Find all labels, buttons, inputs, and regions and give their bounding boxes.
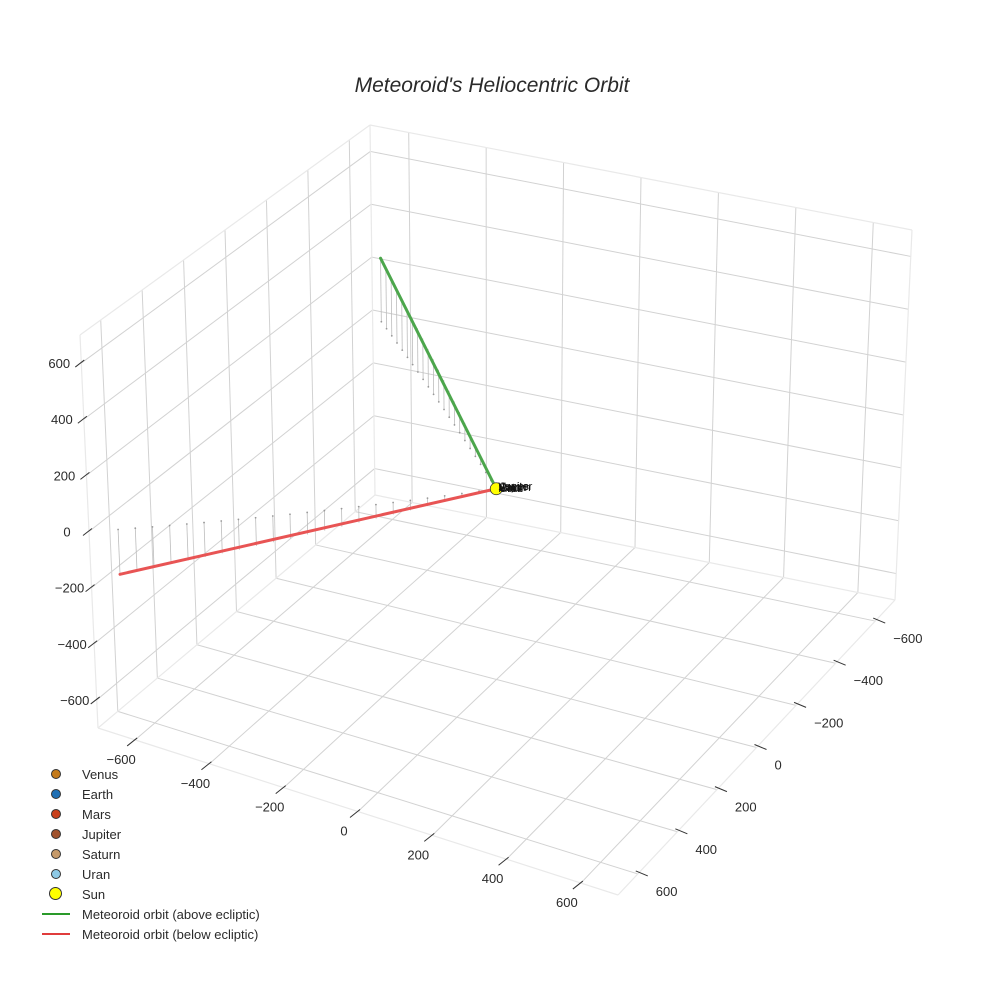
tick-label: 0 xyxy=(775,758,782,773)
orbit-line xyxy=(379,256,498,491)
tick-label: 600 xyxy=(556,895,578,910)
planet-label: Venus xyxy=(498,481,529,493)
tick-label: −200 xyxy=(814,715,843,730)
planet-label: Saturn xyxy=(498,482,530,494)
tick-label: 0 xyxy=(340,824,347,839)
legend-item-meteoroid-orbit-above-ecliptic[interactable]: Meteoroid orbit (above ecliptic) xyxy=(36,904,260,924)
dot-marker-icon xyxy=(36,764,78,784)
tick-label: 400 xyxy=(695,842,717,857)
tick-label: 600 xyxy=(656,884,678,899)
grid-lines xyxy=(79,124,913,896)
sun-marker-icon xyxy=(36,884,78,904)
tick-label: −600 xyxy=(60,693,89,708)
tick-label: 200 xyxy=(735,800,757,815)
planet-label: Uran xyxy=(499,483,523,495)
tick-label: 400 xyxy=(482,871,504,886)
dot-marker-icon xyxy=(36,784,78,804)
orbit-line xyxy=(118,487,498,576)
line-swatch-icon xyxy=(36,924,78,944)
dot-marker-icon xyxy=(36,804,78,824)
tick-label: −600 xyxy=(893,631,922,646)
legend-item-jupiter[interactable]: Jupiter xyxy=(36,824,260,844)
legend-label: Saturn xyxy=(82,846,121,862)
planet-label: Earth xyxy=(499,482,525,494)
tick-label: 600 xyxy=(48,356,70,371)
legend: Venus Earth Mars Jupiter Saturn Uran Sun Meteor… xyxy=(36,764,260,944)
tick-label: −400 xyxy=(854,673,883,688)
legend-item-earth[interactable]: Earth xyxy=(36,784,260,804)
tick-label: −400 xyxy=(57,637,86,652)
tick-label: 400 xyxy=(51,412,73,427)
drop-lines xyxy=(117,258,492,575)
legend-label: Earth xyxy=(82,786,114,802)
dot-marker-icon xyxy=(36,844,78,864)
chart-title: Meteoroid's Heliocentric Orbit xyxy=(354,74,630,97)
tick-label: −200 xyxy=(255,800,284,815)
tick-label: 200 xyxy=(54,468,76,483)
legend-item-sun[interactable]: Sun xyxy=(36,884,260,904)
legend-label: Meteoroid orbit (above ecliptic) xyxy=(82,906,260,922)
legend-item-uran[interactable]: Uran xyxy=(36,864,260,884)
tick-label: −400 xyxy=(181,776,210,791)
tick-label: −600 xyxy=(106,752,135,767)
orbit-lines xyxy=(118,256,498,576)
legend-item-meteoroid-orbit-below-ecliptic[interactable]: Meteoroid orbit (below ecliptic) xyxy=(36,924,260,944)
legend-label: Jupiter xyxy=(82,826,122,842)
legend-item-saturn[interactable]: Saturn xyxy=(36,844,260,864)
planet-label: Jupiter xyxy=(499,481,532,493)
legend-label: Venus xyxy=(82,766,119,782)
legend-label: Uran xyxy=(82,866,111,882)
legend-item-venus[interactable]: Venus xyxy=(36,764,260,784)
legend-label: Meteoroid orbit (below ecliptic) xyxy=(82,926,259,942)
tick-label: 0 xyxy=(63,525,70,540)
legend-label: Sun xyxy=(82,886,106,902)
line-swatch-icon xyxy=(36,904,78,924)
dot-marker-icon xyxy=(36,864,78,884)
tick-label: 200 xyxy=(407,847,429,862)
sun-marker xyxy=(489,482,503,496)
legend-item-mars[interactable]: Mars xyxy=(36,804,260,824)
axis-ticks: −600 −400 −200 0 200 400 600 −600 −400 −200 0 200 40… xyxy=(48,356,922,910)
dot-marker-icon xyxy=(36,824,78,844)
planet-label: Mars xyxy=(498,483,523,495)
tick-label: −200 xyxy=(55,581,84,596)
legend-label: Mars xyxy=(82,806,111,822)
